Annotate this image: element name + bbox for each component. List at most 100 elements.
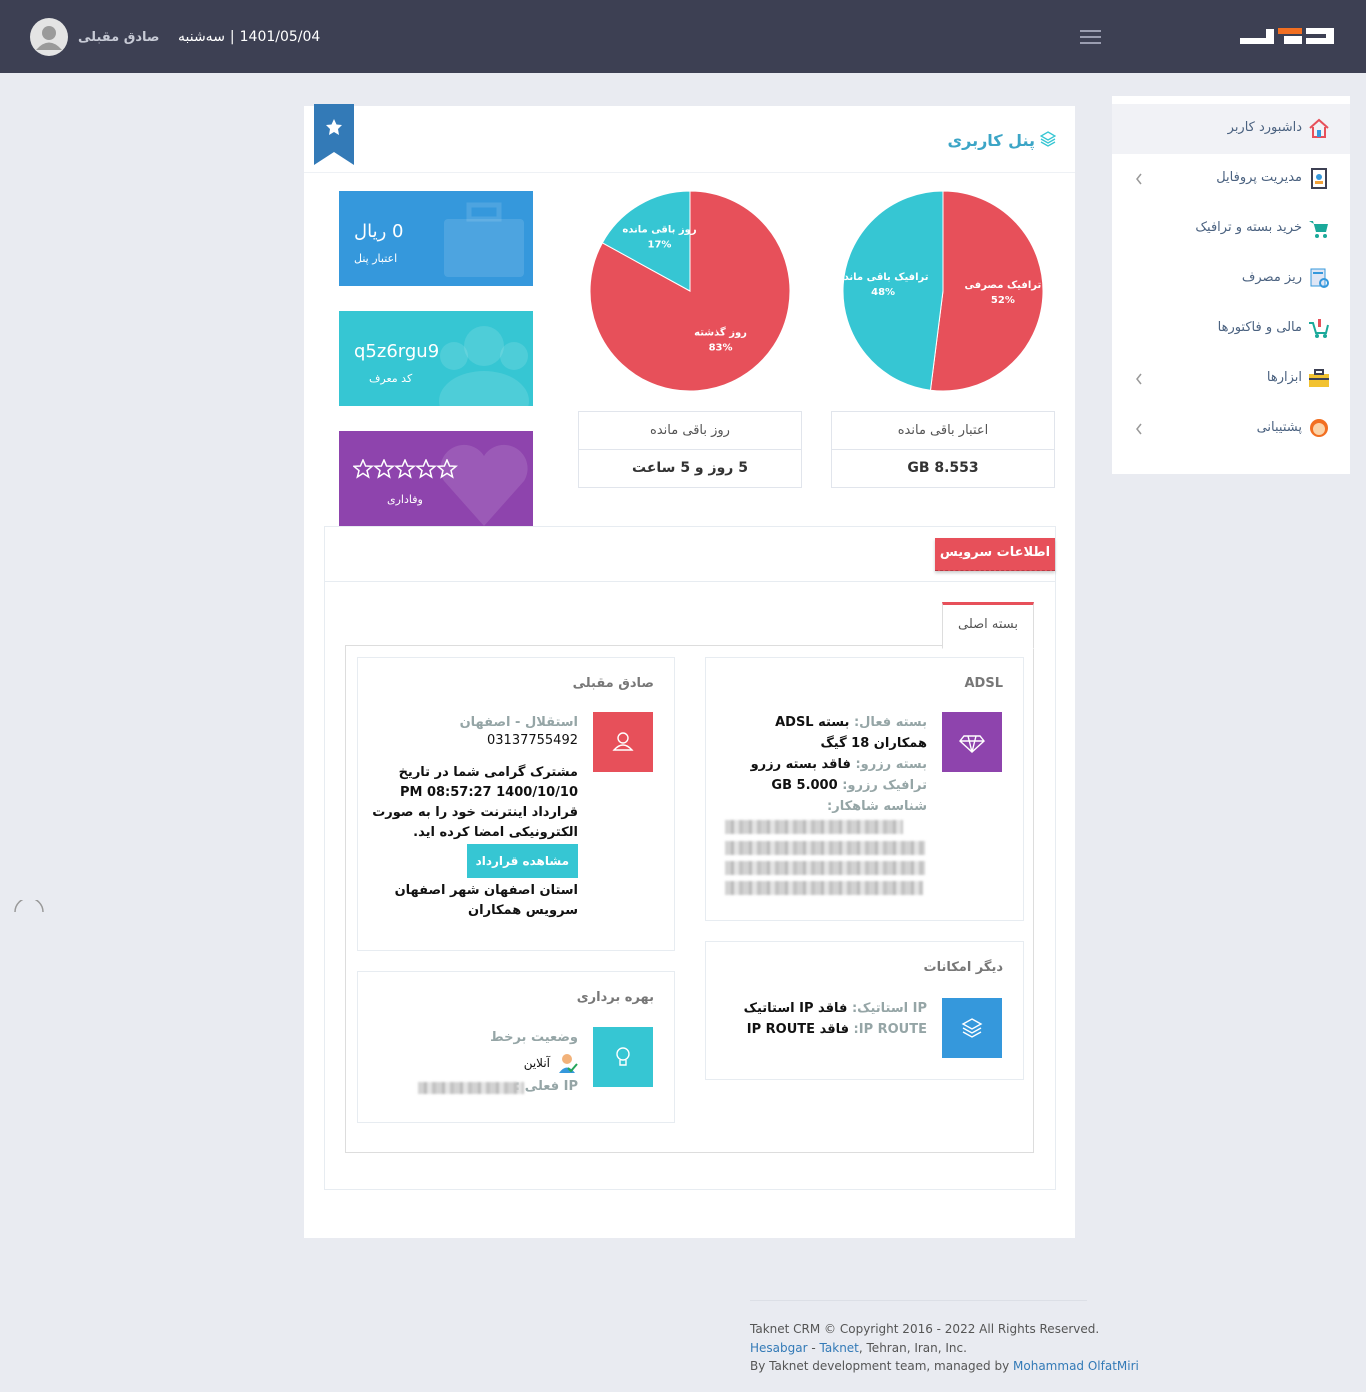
- nav-item[interactable]: داشبورد کاربر: [1112, 104, 1350, 154]
- contract-notice: مشترک گرامی شما در تاریخ 1400/10/10 08:5…: [372, 765, 578, 840]
- nav-item[interactable]: ابزارها: [1112, 354, 1350, 404]
- box-title: دیگر امکانات: [923, 960, 1004, 975]
- sidebar: داشبورد کاربر مدیریت پروفایل خرید بسته و…: [1112, 96, 1350, 474]
- pie-slice: [929, 190, 1044, 392]
- slice-value: 48%: [871, 287, 895, 298]
- user-box: صادق مقبلی: [357, 657, 675, 951]
- location: استان اصفهان شهر اصفهان سرویس همکاران: [394, 883, 578, 918]
- section-tag: اطلاعات سرویس: [935, 538, 1055, 571]
- summary-value: 5 روز و 5 ساعت: [632, 460, 748, 476]
- detail-row: IP ROUTE: فاقد IP ROUTE: [722, 1019, 927, 1040]
- nav-icon: [1309, 118, 1329, 138]
- card-label: اعتبار پنل: [354, 252, 398, 265]
- top-bar: صادق مقبلی سه‌شنبه | 1401/05/04: [0, 0, 1366, 73]
- redacted: [725, 881, 923, 895]
- card-bg-icon: [439, 326, 529, 406]
- panel-title: پنل کاربری: [947, 131, 1035, 150]
- nav-item[interactable]: مالی و فاکتورها: [1112, 304, 1350, 354]
- nav-label: داشبورد کاربر: [1227, 120, 1302, 135]
- address: استقلال - اصفهان: [459, 715, 578, 730]
- user-icon: [593, 712, 653, 772]
- slice-label: ترافیک باقی مانده: [838, 272, 929, 283]
- nav-icon: [1309, 369, 1329, 387]
- nav-icon: [1309, 319, 1329, 338]
- slice-value: 52%: [991, 295, 1015, 306]
- nav-label: مالی و فاکتورها: [1217, 320, 1302, 335]
- tab[interactable]: بسته اصلی: [942, 602, 1034, 649]
- card-label: کد معرف: [369, 372, 413, 385]
- usage-details: وضعیت برخط آنلاین IP فعلی :: [400, 1027, 578, 1097]
- divider: [750, 1300, 1087, 1301]
- footer-link[interactable]: Mohammad OlfatMiri: [1013, 1359, 1139, 1373]
- detail-row: بسته فعال: بسته ADSL همکاران 18 گیگ: [722, 712, 927, 754]
- pie-chart: ترافیک مصرفی 52% ترافیک باقی مانده 48%: [838, 190, 1044, 392]
- nav-item[interactable]: پشتیبانی: [1112, 404, 1350, 454]
- redacted: [418, 1082, 524, 1094]
- box-title: بهره برداری: [576, 990, 654, 1005]
- divider: [304, 172, 1075, 173]
- nav-label: ریز مصرف: [1241, 270, 1302, 285]
- slice-label: ترافیک مصرفی: [965, 280, 1042, 291]
- row-label: شناسه شاهکار:: [827, 799, 927, 814]
- menu-toggle[interactable]: [1080, 28, 1102, 46]
- status-icon: [559, 1054, 578, 1073]
- nav-item[interactable]: ریز مصرف: [1112, 254, 1350, 304]
- card-bg-icon: [444, 202, 524, 277]
- features-details: IP استاتیک: فاقد IP استاتیک IP ROUTE: فا…: [722, 998, 927, 1040]
- footer-copyright: Taknet CRM © Copyright 2016 - 2022 All R…: [750, 1322, 1100, 1336]
- footer-link[interactable]: Hesabgar: [750, 1341, 808, 1355]
- ribbon: [314, 104, 354, 165]
- usage-icon: [593, 1027, 653, 1087]
- slice-label: روز باقی مانده: [622, 224, 696, 235]
- row-label: بسته فعال:: [853, 715, 927, 730]
- scroll-top[interactable]: [12, 900, 46, 914]
- card-value: 0 ریال: [354, 221, 404, 242]
- user-name[interactable]: صادق مقبلی: [78, 30, 160, 45]
- slice-value: 83%: [709, 343, 733, 354]
- nav-icon: [1309, 221, 1328, 238]
- card-label: وفاداری: [387, 493, 423, 506]
- nav-chevrons: [1136, 173, 1142, 435]
- footer-credit: By Taknet development team, managed by M…: [750, 1359, 1139, 1373]
- status: آنلاین: [523, 1055, 550, 1070]
- summary-table: روز باقی مانده 5 روز و 5 ساعت: [578, 411, 802, 488]
- detail-row: ترافیک رزرو: 5.000 GB: [722, 775, 927, 796]
- nav-label: پشتیبانی: [1256, 420, 1302, 435]
- logo[interactable]: [1240, 26, 1334, 46]
- footer-location: , Tehran, Iran, Inc.: [858, 1341, 967, 1355]
- nav-item[interactable]: خرید بسته و ترافیک: [1112, 204, 1350, 254]
- adsl-icon: [942, 712, 1002, 772]
- row-label: بسته رزرو:: [855, 757, 927, 772]
- status-row: آنلاین: [400, 1052, 578, 1074]
- stat-card: وفاداری: [339, 431, 533, 526]
- row-label: IP ROUTE:: [853, 1022, 927, 1037]
- nav-label: ابزارها: [1266, 370, 1302, 385]
- footer-links: Hesabgar - Taknet, Tehran, Iran, Inc.: [750, 1341, 967, 1355]
- box-title: صادق مقبلی: [572, 676, 654, 691]
- adsl-box: ADSL: [705, 657, 1024, 921]
- weekday: سه‌شنبه: [178, 29, 225, 45]
- redacted: [725, 841, 925, 855]
- view-contract-button[interactable]: مشاهده قرارداد: [466, 844, 578, 878]
- nav-item[interactable]: مدیریت پروفایل: [1112, 154, 1350, 204]
- phone: 03137755492: [487, 733, 578, 748]
- stat-card: 0 ریال اعتبار پنل: [339, 191, 533, 286]
- summary-value: 8.553 GB: [907, 460, 979, 476]
- rating-stars: [353, 459, 457, 479]
- separator: |: [229, 29, 235, 45]
- footer-link[interactable]: Taknet: [819, 1341, 859, 1355]
- ip-label: IP فعلی :: [515, 1079, 578, 1094]
- card-value: q5z6rgu9: [354, 341, 440, 362]
- row-value: فاقد IP ROUTE: [746, 1022, 849, 1037]
- summary-header: روز باقی مانده: [579, 412, 801, 450]
- detail-row: شناسه شاهکار:: [722, 796, 927, 817]
- row-value: بسته ADSL همکاران 18 گیگ: [775, 715, 927, 751]
- adsl-details: بسته فعال: بسته ADSL همکاران 18 گیگ بسته…: [722, 712, 927, 817]
- credit-text: By Taknet development team, managed by: [750, 1359, 1010, 1373]
- detail-row: بسته رزرو: فاقد بسته رزرو: [722, 754, 927, 775]
- stat-card: q5z6rgu9 کد معرف: [339, 311, 533, 406]
- nav-icon: [1310, 419, 1328, 437]
- user-avatar: [30, 18, 68, 56]
- nav-icon: [1311, 168, 1327, 189]
